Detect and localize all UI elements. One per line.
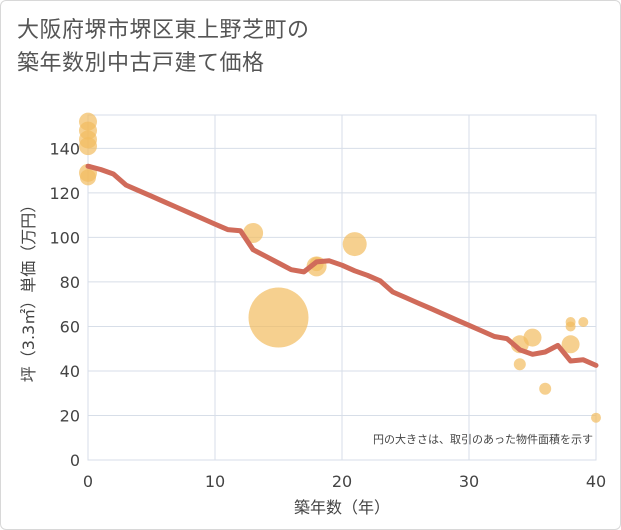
data-bubble	[342, 232, 367, 257]
x-tick-label: 40	[586, 472, 606, 491]
y-tick-label: 20	[60, 406, 80, 425]
x-tick-label: 10	[205, 472, 225, 491]
y-tick-label: 0	[70, 451, 80, 470]
x-tick-labels: 0 10 20 30 40	[83, 472, 606, 491]
y-tick-label: 60	[60, 317, 80, 336]
y-tick-label: 40	[60, 362, 80, 381]
data-bubble	[523, 328, 542, 347]
data-bubble	[565, 321, 576, 332]
x-axis-title: 築年数（年）	[294, 498, 390, 517]
data-bubble	[591, 412, 601, 423]
data-bubble	[513, 358, 526, 371]
x-tick-label: 20	[332, 472, 352, 491]
x-tick-label: 30	[459, 472, 479, 491]
bubble-size-note: 円の大きさは、取引のあった物件面積を示す	[373, 432, 593, 446]
chart-title: 大阪府堺市堺区東上野芝町の 築年数別中古戸建て価格	[17, 14, 310, 80]
data-bubble	[79, 137, 97, 156]
chart-title-line-1: 大阪府堺市堺区東上野芝町の	[17, 18, 310, 43]
grid-lines	[87, 115, 597, 461]
trend-line	[85, 163, 599, 368]
chart-title-line-2: 築年数別中古戸建て価格	[17, 51, 265, 76]
y-tick-label: 120	[49, 184, 80, 203]
data-bubble	[248, 287, 309, 348]
x-tick-label: 0	[83, 472, 93, 491]
data-bubble	[561, 335, 580, 354]
y-tick-label: 80	[60, 273, 80, 292]
y-axis-title: 坪（3.3㎡）単価（万円）	[19, 197, 38, 382]
y-tick-label: 140	[49, 139, 80, 158]
data-bubble	[539, 382, 552, 395]
y-tick-labels: 0 20 40 60 80 100 120 140	[49, 139, 80, 470]
data-bubble	[80, 169, 96, 186]
y-tick-label: 100	[49, 228, 80, 247]
data-bubble	[578, 317, 589, 327]
